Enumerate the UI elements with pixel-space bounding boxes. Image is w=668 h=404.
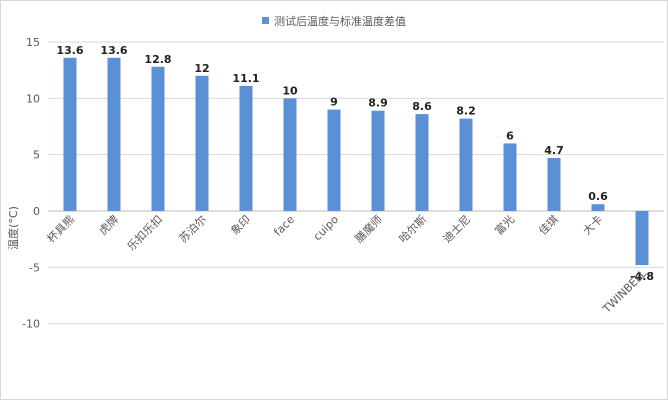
data-label: -4.8 <box>630 270 654 283</box>
data-label: 0.6 <box>588 190 608 203</box>
y-tick-label: 0 <box>33 205 40 218</box>
data-label: 8.9 <box>368 97 388 110</box>
data-label: 11.1 <box>232 72 259 85</box>
legend-swatch <box>262 17 269 24</box>
y-tick-label: 10 <box>26 92 40 105</box>
data-label: 8.6 <box>412 100 432 113</box>
y-axis-ticks: 15 10 5 0 -5 -10 <box>22 36 40 331</box>
data-label: 8.2 <box>456 105 476 118</box>
bars <box>63 57 649 266</box>
bar <box>107 57 121 212</box>
bar <box>459 118 473 211</box>
data-label: 12.8 <box>144 53 171 66</box>
data-label: 6 <box>506 129 514 142</box>
bar <box>63 57 77 212</box>
legend-label: 测试后温度与标准温度差值 <box>274 14 406 28</box>
bar <box>283 98 297 211</box>
data-label: 12 <box>194 62 209 75</box>
data-label: 13.6 <box>100 44 127 57</box>
legend: 测试后温度与标准温度差值 <box>262 14 406 28</box>
bar <box>547 158 561 211</box>
bar <box>635 211 649 266</box>
bar <box>239 85 253 211</box>
bar <box>327 109 341 211</box>
y-axis-label: 温度(°C) <box>6 206 20 250</box>
data-label: 10 <box>282 84 298 97</box>
y-tick-label: -5 <box>29 261 40 274</box>
y-tick-label: 5 <box>33 149 40 162</box>
bar <box>151 66 165 211</box>
bar <box>195 75 209 211</box>
bar <box>415 114 429 211</box>
data-label: 4.7 <box>544 144 564 157</box>
bar <box>503 143 517 211</box>
data-label: 9 <box>330 96 338 109</box>
y-tick-label: -10 <box>22 318 40 331</box>
bar <box>371 110 385 211</box>
y-tick-label: 15 <box>26 36 40 49</box>
gridlines <box>48 41 664 325</box>
data-label: 13.6 <box>56 44 83 57</box>
data-labels: 13.6 13.6 12.8 12 11.1 10 9 8.9 8.6 8.2 6 4.7 0.6 -4.… <box>56 44 654 283</box>
bar <box>591 204 605 211</box>
